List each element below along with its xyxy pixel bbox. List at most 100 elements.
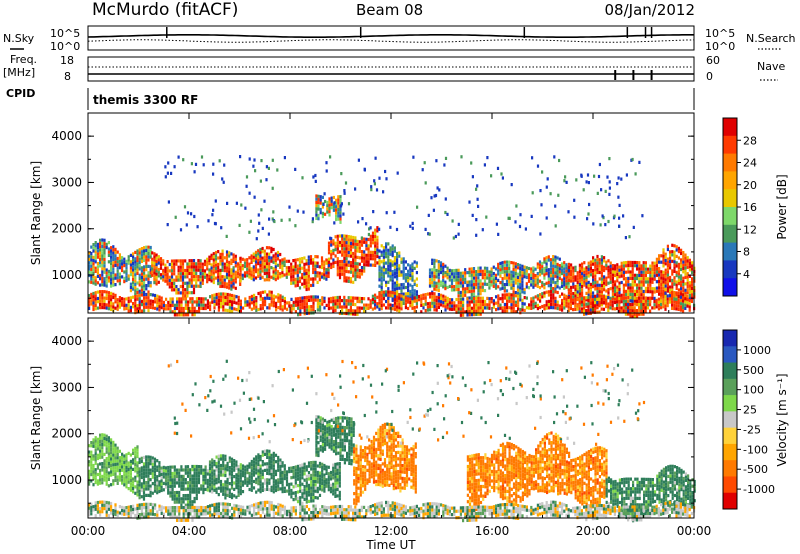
data-cell <box>224 464 227 468</box>
data-cell <box>616 292 619 296</box>
data-cell <box>321 205 324 209</box>
data-cell <box>497 266 500 270</box>
data-cell <box>684 272 687 276</box>
data-cell <box>363 237 366 241</box>
data-cell <box>371 307 374 311</box>
data-cell <box>96 271 99 275</box>
data-cell <box>638 264 641 268</box>
data-cell <box>193 170 196 174</box>
data-cell <box>123 476 126 480</box>
data-cell <box>110 447 113 452</box>
data-cell <box>151 293 154 297</box>
data-cell <box>211 474 214 478</box>
data-cell <box>88 303 91 307</box>
data-cell <box>259 273 262 277</box>
data-cell <box>600 261 603 265</box>
data-cell <box>358 240 361 244</box>
data-cell <box>92 444 95 448</box>
data-cell <box>402 273 405 277</box>
data-cell <box>675 291 678 295</box>
data-cell <box>101 299 104 303</box>
data-cell <box>483 279 487 283</box>
data-cell <box>380 273 383 277</box>
data-cell <box>261 275 264 279</box>
data-cell <box>153 252 156 256</box>
data-cell <box>567 305 570 309</box>
data-cell <box>237 305 240 309</box>
data-cell <box>638 306 641 310</box>
data-cell <box>614 283 617 287</box>
data-cell <box>138 306 141 310</box>
data-cell <box>132 258 135 262</box>
data-cell <box>199 268 202 272</box>
data-cell <box>138 303 141 307</box>
data-cell <box>691 261 694 265</box>
data-cell <box>660 283 663 287</box>
data-cell <box>231 300 234 304</box>
data-cell <box>332 242 335 246</box>
y-tick-label: 4000 <box>51 129 82 143</box>
data-cell <box>88 460 91 464</box>
data-cell <box>675 274 678 278</box>
data-cell <box>543 304 546 308</box>
data-cell <box>136 255 139 259</box>
data-cell <box>94 276 97 280</box>
data-cell <box>402 295 405 299</box>
data-cell <box>153 489 157 493</box>
data-cell <box>312 295 315 299</box>
data-cell <box>155 269 158 273</box>
data-cell <box>138 486 141 490</box>
data-cell <box>620 274 623 278</box>
data-cell <box>334 248 337 252</box>
data-cell <box>110 265 113 269</box>
data-cell <box>103 296 106 300</box>
data-cell <box>212 162 215 166</box>
data-cell <box>347 296 350 300</box>
data-cell <box>589 298 592 302</box>
data-cell <box>347 270 350 274</box>
data-cell <box>320 259 324 263</box>
data-cell <box>564 175 567 179</box>
data-cell <box>583 299 586 304</box>
data-cell <box>142 478 146 482</box>
data-cell <box>389 275 392 279</box>
data-cell <box>155 263 158 267</box>
data-cell <box>675 286 678 290</box>
data-cell <box>138 254 141 258</box>
data-cell <box>125 453 128 457</box>
data-cell <box>589 263 592 267</box>
data-cell <box>378 275 381 279</box>
data-cell <box>534 267 537 271</box>
data-cell <box>442 285 445 289</box>
data-cell <box>671 285 674 289</box>
data-cell <box>336 234 339 238</box>
data-cell <box>494 273 498 277</box>
data-cell <box>660 296 663 300</box>
data-cell <box>455 307 458 311</box>
data-cell <box>448 298 451 302</box>
data-cell <box>193 214 196 219</box>
data-cell <box>276 254 280 258</box>
data-cell <box>181 278 185 282</box>
data-cell <box>576 287 579 291</box>
data-cell <box>226 493 229 497</box>
data-cell <box>629 283 632 287</box>
data-cell <box>662 286 665 290</box>
data-cell <box>265 178 268 182</box>
data-cell <box>259 257 262 261</box>
data-cell <box>649 283 652 287</box>
data-cell <box>334 254 337 258</box>
data-cell <box>415 261 418 265</box>
data-cell <box>339 220 342 224</box>
data-cell <box>168 282 171 286</box>
data-cell <box>184 481 187 485</box>
data-cell <box>369 305 372 309</box>
data-cell <box>627 260 630 264</box>
data-cell <box>195 300 198 304</box>
data-cell <box>365 247 368 251</box>
data-cell <box>316 280 319 284</box>
data-cell <box>424 293 427 297</box>
data-cell <box>222 467 225 471</box>
data-cell <box>634 172 637 176</box>
data-cell <box>512 309 515 313</box>
